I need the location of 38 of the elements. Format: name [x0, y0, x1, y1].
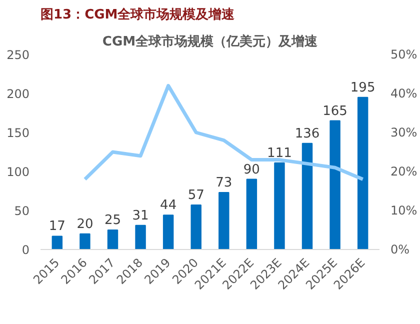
- data-label: 195: [350, 80, 376, 96]
- data-label: 57: [188, 188, 204, 204]
- bar: [135, 224, 146, 250]
- y-tick-label: 50: [14, 204, 30, 218]
- y-tick-label: 200: [6, 87, 30, 101]
- y2-tick-label: 10%: [390, 204, 418, 218]
- bar: [330, 120, 340, 250]
- bar: [246, 178, 258, 250]
- bar: [52, 236, 63, 250]
- y-tick-label: 100: [6, 165, 30, 179]
- data-label: 17: [48, 219, 66, 234]
- bar: [218, 192, 230, 250]
- y2-tick-label: 40%: [390, 86, 418, 100]
- chart-subtitle: CGM全球市场规模（亿美元）及增速: [102, 34, 319, 50]
- data-label: 73: [216, 176, 232, 191]
- bar: [162, 214, 174, 250]
- data-label: 31: [132, 208, 149, 224]
- y2-tick-label: 20%: [390, 164, 418, 178]
- data-label: 25: [104, 213, 122, 228]
- bar: [274, 162, 285, 250]
- data-label: 136: [294, 126, 320, 142]
- data-label: 90: [243, 162, 260, 178]
- chart-title: 图13：CGM全球市场规模及增速: [40, 6, 236, 22]
- bar: [80, 233, 90, 250]
- bar: [107, 230, 118, 250]
- data-label: 165: [322, 104, 348, 119]
- y2-tick-label: 30%: [390, 126, 418, 140]
- data-label: 20: [76, 216, 94, 232]
- y-tick-label: 0: [22, 243, 30, 257]
- data-label: 111: [267, 146, 292, 161]
- bar: [357, 96, 368, 250]
- y2-tick-label: 0%: [390, 242, 410, 256]
- bar: [190, 204, 202, 250]
- y2-tick-label: 50%: [390, 48, 418, 62]
- y-tick-label: 150: [6, 126, 30, 140]
- bar: [302, 142, 313, 250]
- data-label: 44: [160, 198, 177, 214]
- y-tick-label: 250: [6, 48, 30, 62]
